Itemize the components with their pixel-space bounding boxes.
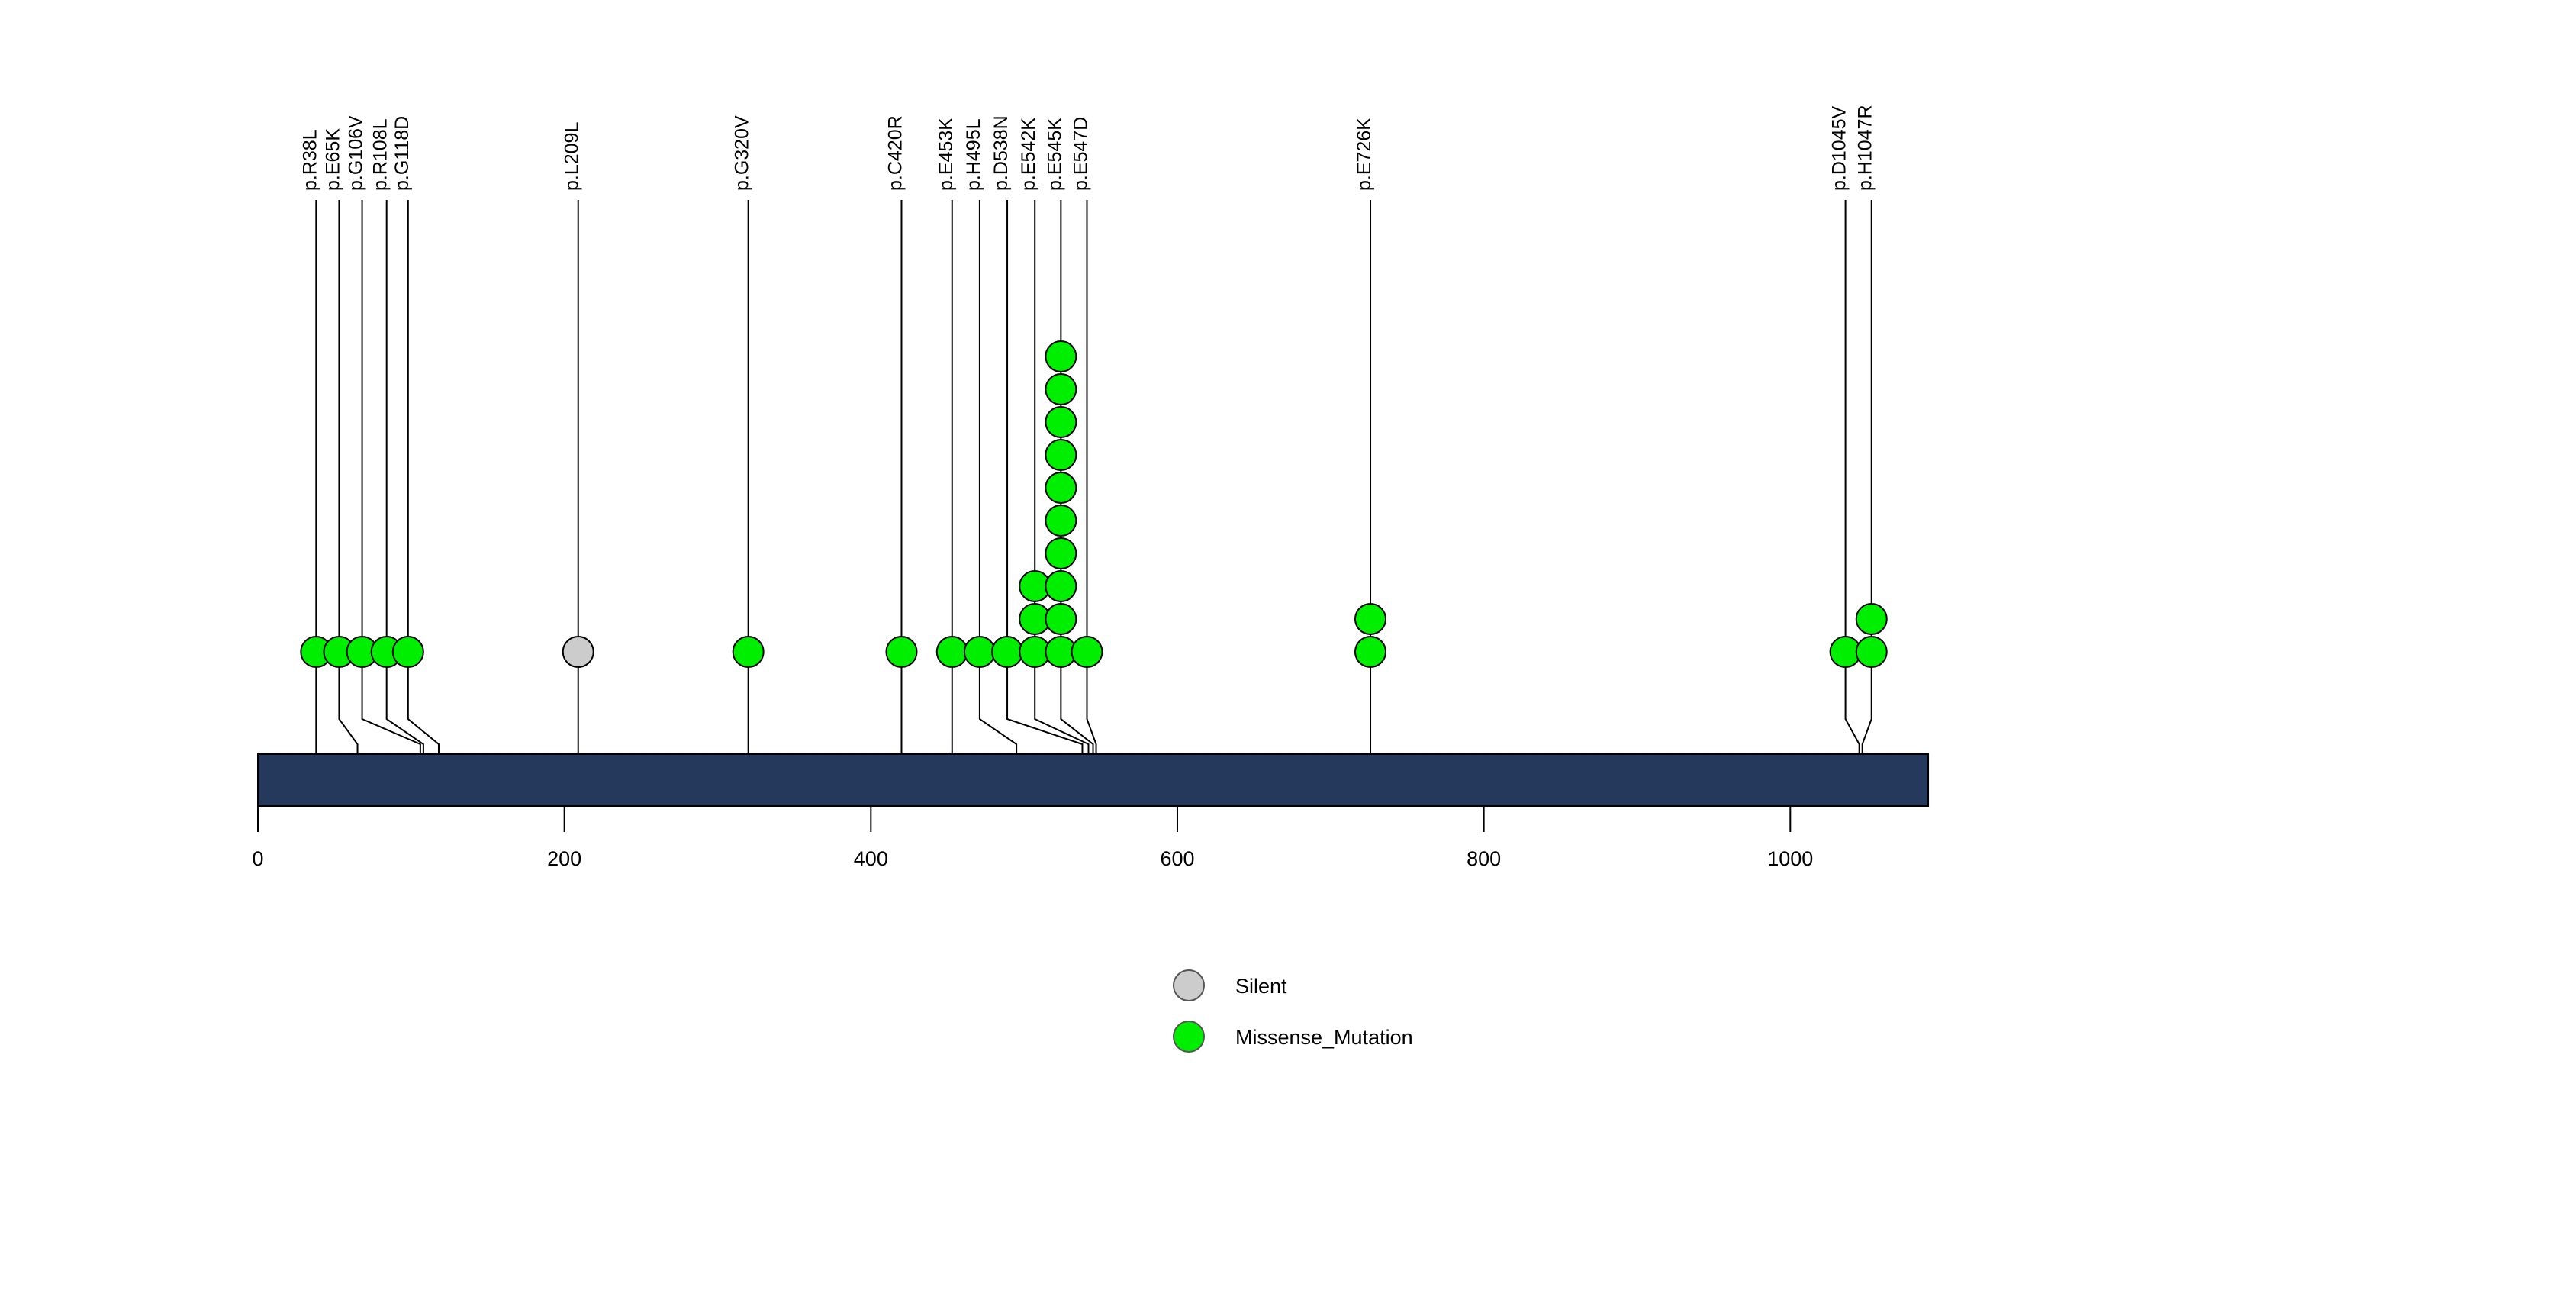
- mutation-label: p.R108L: [370, 118, 391, 191]
- axis-tick-label: 200: [547, 847, 581, 870]
- mutation-label: p.E547D: [1070, 117, 1091, 191]
- axis-tick-label: 600: [1160, 847, 1194, 870]
- mutation-marker[interactable]: [1045, 340, 1077, 372]
- protein-backbone-bar: [257, 753, 1930, 807]
- mutation-marker[interactable]: [1045, 603, 1077, 635]
- mutation-label: p.H495L: [963, 118, 984, 191]
- mutation-label: p.G106V: [346, 115, 367, 191]
- legend-layer: Silent Missense_Mutation: [1173, 969, 1413, 1053]
- mutation-marker[interactable]: [1045, 373, 1077, 405]
- mutation-label: p.D538N: [990, 115, 1012, 191]
- mutation-marker[interactable]: [732, 636, 765, 668]
- mutation-stems-layer: [315, 200, 1872, 803]
- legend-label: Missense_Mutation: [1235, 1026, 1413, 1049]
- protein-backbone-layer: [257, 753, 1930, 807]
- mutation-label: p.H1047R: [1855, 105, 1876, 191]
- mutation-labels-layer: p.R38L p.E65K p.G106V p.R108L p.G118D p.L209L…: [299, 105, 1876, 191]
- mutation-label: p.E726K: [1354, 118, 1375, 191]
- axis-tick-label: 1000: [1767, 847, 1813, 870]
- mutation-label: p.E545K: [1044, 118, 1065, 191]
- mutation-label: p.E542K: [1018, 118, 1039, 191]
- mutation-marker[interactable]: [562, 636, 594, 668]
- mutation-label: p.G118D: [391, 116, 413, 191]
- mutation-marker[interactable]: [1045, 472, 1077, 504]
- mutation-marker[interactable]: [963, 636, 996, 668]
- axis-layer: 0 200 400 600 800 1000: [252, 806, 1813, 870]
- mutation-marker[interactable]: [1354, 603, 1387, 635]
- mutation-label: p.E453K: [935, 118, 957, 191]
- axis-tick-label: 400: [854, 847, 888, 870]
- legend-swatch: [1173, 969, 1205, 1001]
- mutation-label: p.R38L: [299, 129, 320, 191]
- mutation-label: p.G320V: [732, 115, 753, 191]
- mutation-marker[interactable]: [935, 636, 968, 668]
- legend-label: Silent: [1235, 975, 1287, 998]
- mutation-marker[interactable]: [391, 636, 424, 668]
- mutation-marker[interactable]: [1045, 505, 1077, 537]
- mutation-marker[interactable]: [1045, 439, 1077, 471]
- mutation-marker[interactable]: [1354, 636, 1387, 668]
- mutation-marker[interactable]: [885, 636, 918, 668]
- mutation-markers-layer: [300, 340, 1888, 668]
- legend-swatch: [1173, 1021, 1205, 1053]
- mutation-marker[interactable]: [1071, 636, 1103, 668]
- mutation-label: p.D1045V: [1829, 105, 1850, 191]
- axis-tick-label: 0: [252, 847, 263, 870]
- mutation-marker[interactable]: [1855, 636, 1888, 668]
- axis-tick-label: 800: [1467, 847, 1501, 870]
- mutation-label: p.L209L: [562, 122, 583, 191]
- mutation-marker[interactable]: [1855, 603, 1888, 635]
- mutation-label: p.E65K: [322, 128, 343, 191]
- mutation-marker[interactable]: [1045, 406, 1077, 438]
- mutation-marker[interactable]: [1045, 537, 1077, 569]
- mutation-marker[interactable]: [991, 636, 1024, 668]
- mutation-label: p.C420R: [884, 115, 906, 191]
- mutation-marker[interactable]: [1045, 570, 1077, 602]
